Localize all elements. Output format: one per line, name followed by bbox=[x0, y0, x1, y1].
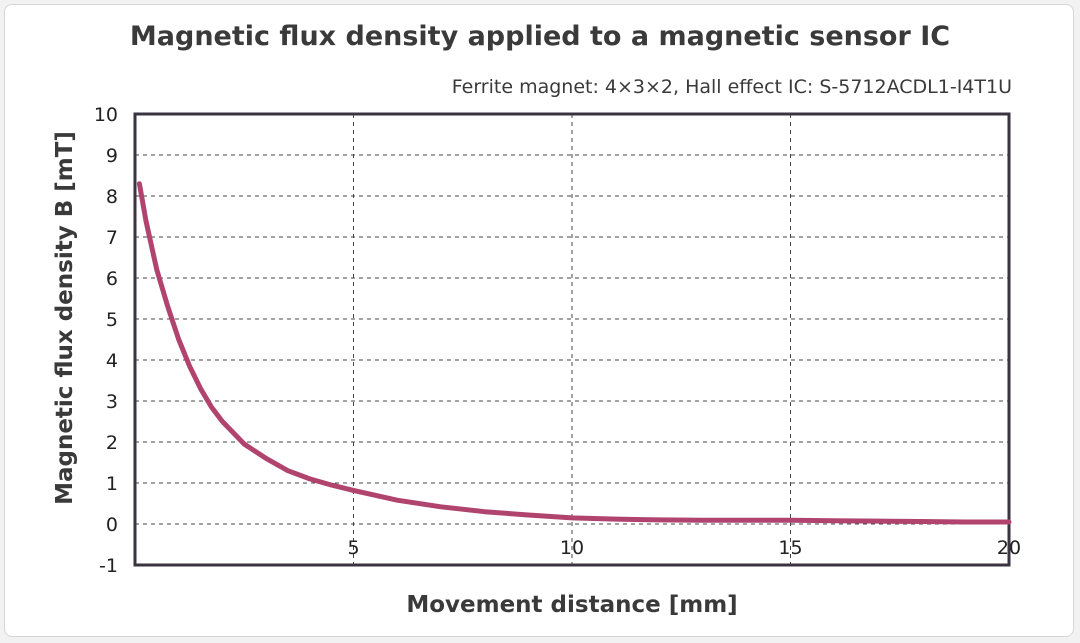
chart-subtitle: Ferrite magnet: 4×3×2, Hall effect IC: S… bbox=[452, 76, 1012, 98]
y-tick-label: 5 bbox=[106, 309, 118, 331]
y-tick-label: 4 bbox=[106, 350, 118, 372]
y-tick-label: -1 bbox=[99, 555, 118, 577]
y-axis-title: Magnetic flux density B [mT] bbox=[52, 131, 78, 505]
y-tick-label: 8 bbox=[106, 186, 118, 208]
plot-frame bbox=[133, 112, 1011, 567]
grid bbox=[135, 114, 1009, 565]
x-tick-label: 15 bbox=[778, 537, 802, 559]
y-tick-label: 10 bbox=[94, 104, 118, 126]
x-axis-title: Movement distance [mm] bbox=[406, 592, 737, 618]
y-tick-label: 0 bbox=[106, 514, 118, 536]
y-tick-label: 3 bbox=[106, 391, 118, 413]
y-tick-label: 6 bbox=[106, 268, 118, 290]
y-tick-label: 9 bbox=[106, 145, 118, 167]
series-layer bbox=[136, 181, 1012, 525]
x-tick-label: 10 bbox=[560, 537, 584, 559]
chart-card bbox=[4, 4, 1074, 637]
y-tick-label: 2 bbox=[106, 432, 118, 454]
series-line bbox=[136, 181, 1012, 525]
x-tick-label: 5 bbox=[347, 537, 359, 559]
y-tick-label: 1 bbox=[106, 473, 118, 495]
y-tick-label: 7 bbox=[106, 227, 118, 249]
chart-title: Magnetic flux density applied to a magne… bbox=[130, 21, 950, 52]
